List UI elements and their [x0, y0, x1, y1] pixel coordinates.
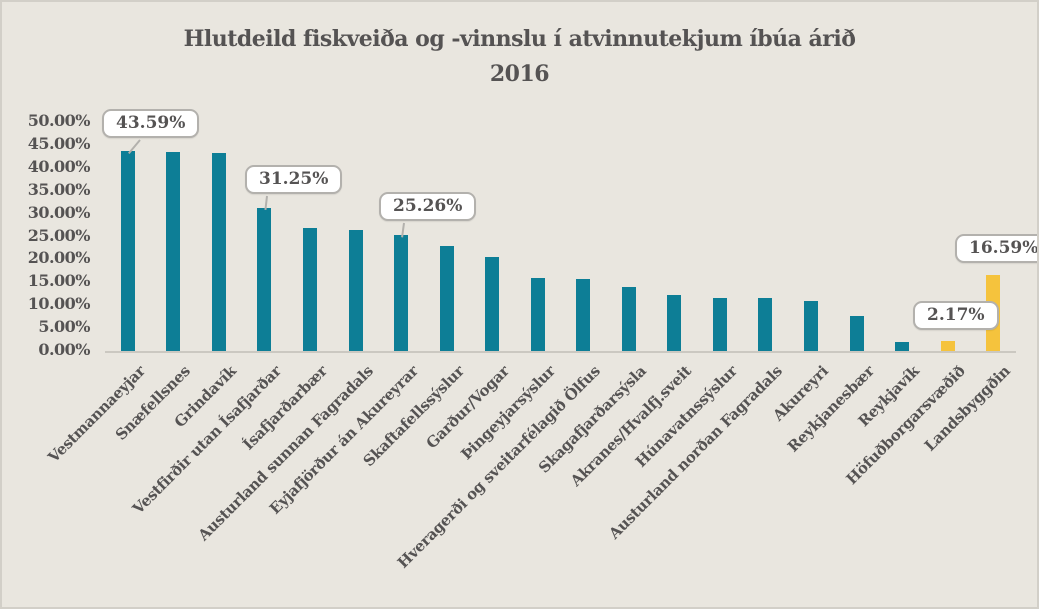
bar-Reykjavík[interactable] [895, 342, 910, 351]
bar-Garður/Vogar[interactable] [485, 256, 500, 351]
y-tick-label: 45.00% [27, 133, 91, 153]
bar-Grindavík[interactable] [211, 153, 226, 351]
data-label-callout[interactable]: 2.17% [913, 301, 999, 330]
bar-Snæfellsnes[interactable] [166, 152, 181, 351]
chart-title-line1: Hlutdeild fiskveiða og -vinnslu í atvinn… [183, 26, 856, 52]
y-tick-label: 50.00% [27, 111, 91, 130]
y-tick-label: 35.00% [27, 179, 91, 199]
y-tick-label: 5.00% [38, 317, 90, 337]
bar-Vestmannaeyjar[interactable] [120, 151, 135, 351]
bar-Hveragerði og sveitarfélagið Ölfus[interactable] [576, 279, 591, 351]
y-tick-label: 20.00% [27, 248, 91, 268]
bar-Austurland norðan Fagradals[interactable] [758, 298, 773, 351]
bar-Höfuðborgarsvæðið[interactable] [940, 341, 955, 351]
bar-Þingeyjarsýslur[interactable] [530, 277, 545, 351]
bar-Akranes/Hvalfj.sveit[interactable] [667, 295, 682, 351]
y-tick-label: 30.00% [27, 202, 91, 222]
data-label-callout[interactable]: 25.26% [379, 192, 477, 221]
bar-Skaftafellssýslur[interactable] [439, 245, 454, 351]
data-label-callout[interactable]: 31.25% [245, 165, 343, 194]
chart-title-line2: 2016 [489, 61, 550, 88]
data-label-callout[interactable]: 16.59% [955, 234, 1037, 263]
y-tick-label: 25.00% [27, 225, 91, 245]
bar-Eyjafjörður án Akureyrar[interactable] [394, 235, 409, 351]
bar-Húnavatnssýslur[interactable] [712, 298, 727, 351]
y-tick-label: 15.00% [27, 271, 91, 291]
bar-Vestfirðir utan Ísafjarðar[interactable] [257, 207, 272, 351]
x-axis-line [105, 351, 1016, 353]
bar-Reykjanesbær[interactable] [849, 316, 864, 351]
data-label-callout[interactable]: 43.59% [102, 109, 200, 138]
y-tick-label: 0.00% [38, 340, 90, 359]
bar-Austurland sunnan Fagradals[interactable] [348, 230, 363, 351]
bar-Ísafjarðarbær[interactable] [302, 227, 317, 351]
y-tick-label: 10.00% [27, 294, 91, 314]
bar-Skagafjarðarsýsla[interactable] [621, 287, 636, 351]
chart-title: Hlutdeild fiskveiða og -vinnslu í atvinn… [105, 22, 935, 92]
y-tick-label: 40.00% [27, 156, 91, 176]
bar-Akureyri[interactable] [804, 301, 819, 351]
